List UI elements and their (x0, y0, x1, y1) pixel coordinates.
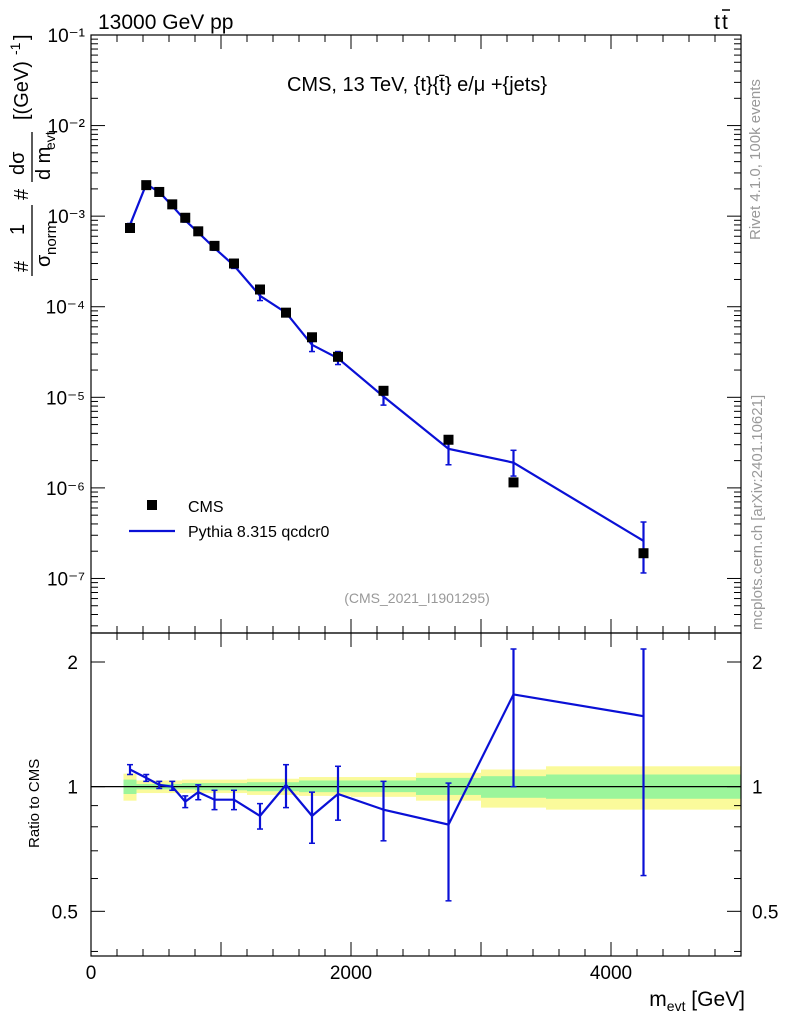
x-axis-label: mevt [GeV] (649, 988, 745, 1014)
x-axis-label-main: m (649, 988, 667, 1011)
data-point (443, 434, 454, 445)
ratio-y-tick-label-left: 2 (67, 653, 78, 674)
main-y-tick-label: 10⁻⁶ (46, 479, 85, 500)
main-y-axis-label: # 1 σ norm # dσ d m evt [(GeV) -1 ] (7, 34, 60, 276)
x-tick-label: 0 (86, 963, 97, 984)
data-point (333, 351, 343, 362)
ylabel-evt: evt (42, 131, 58, 150)
ratio-frame (90, 632, 742, 957)
ratio-y-tick-label-left: 0.5 (52, 902, 78, 923)
ylabel-hash2: # (11, 188, 33, 200)
legend: CMS Pythia 8.315 qcdcr0 (129, 499, 330, 541)
ratio-line (129, 693, 644, 826)
data-point (307, 332, 317, 343)
ratio-y-tick-label-right: 1 (752, 778, 763, 799)
ylabel-hash1: # (11, 260, 33, 272)
x-axis-label-unit: [GeV] (685, 988, 745, 1011)
ratio-x-ticks (90, 633, 742, 956)
data-point (378, 385, 389, 396)
main-y-tick-label: 10⁻² (48, 117, 86, 138)
x-axis-label-sub: evt (667, 998, 686, 1014)
data-point (638, 548, 649, 559)
side-site-label: mcplots.cern.ch [arXiv:2401.10621] (749, 395, 766, 630)
ratio-y-tick-label-left: 1 (67, 778, 78, 799)
ylabel-exp: -1 (7, 42, 23, 55)
process-label: t t (714, 9, 730, 34)
chart-title: CMS, 13 TeV, {t}{t̄} e/μ +{jets} (287, 74, 547, 96)
x-tick-label: 4000 (590, 963, 632, 984)
main-panel: 10⁻⁷ 10⁻⁶ 10⁻⁵ 10⁻⁴ 10⁻³ 10⁻² 10⁻¹ CMS, 13 TeV… (7, 26, 742, 634)
data-point (255, 284, 265, 295)
ratio-y-axis-label: Ratio to CMS (26, 759, 43, 848)
process-tbar: t (722, 11, 728, 34)
ylabel-norm: norm (43, 221, 60, 255)
main-y-tick-label: 10⁻⁵ (46, 388, 85, 409)
data-point (125, 223, 135, 234)
ratio-panel: 0.5 0.5 1 1 2 2 0 2000 4000 Ratio to CMS mevt [… (26, 632, 779, 1014)
data-point (154, 186, 165, 197)
ylabel-dsigma: dσ (7, 151, 29, 175)
ylabel-unit: [(GeV) (11, 61, 33, 120)
data-series (125, 180, 649, 559)
data-point (141, 180, 152, 191)
ylabel-sigma: σ (33, 254, 55, 267)
ratio-y-tick-label-right: 2 (752, 653, 763, 674)
main-y-tick-label: 10⁻³ (48, 207, 86, 228)
watermark: (CMS_2021_I1901295) (344, 590, 490, 606)
ratio-y-tick-labels: 0.5 0.5 1 1 2 2 (52, 653, 779, 923)
data-point (229, 258, 239, 269)
ylabel-dm: d m (33, 147, 55, 180)
x-tick-labels: 0 2000 4000 (86, 963, 632, 984)
side-rivet-label: Rivet 4.1.0, 100k events (747, 79, 764, 240)
uncertainty-bands (123, 766, 741, 810)
x-tick-label: 2000 (330, 963, 372, 984)
process-t: t (714, 11, 720, 34)
legend-label-cms: CMS (188, 499, 224, 516)
data-point (209, 240, 220, 251)
data-point (508, 477, 519, 488)
main-y-tick-label: 10⁻⁷ (47, 569, 85, 590)
legend-marker-cms (147, 500, 157, 510)
data-point (193, 226, 204, 237)
data-point (281, 307, 291, 318)
ylabel-one: 1 (7, 224, 29, 235)
data-point (167, 199, 178, 210)
legend-label-pythia: Pythia 8.315 qcdcr0 (188, 524, 330, 541)
main-y-tick-label: 10⁻¹ (48, 26, 86, 47)
main-y-tick-label: 10⁻⁴ (46, 298, 85, 319)
mc-line (128, 182, 645, 542)
main-y-ticks (91, 34, 741, 627)
ylabel-close: ] (11, 34, 33, 40)
ratio-y-ticks (91, 661, 741, 952)
data-point (180, 212, 191, 223)
ratio-mc-series (127, 648, 647, 902)
ratio-y-tick-label-right: 0.5 (752, 902, 778, 923)
beam-label: 13000 GeV pp (98, 11, 233, 34)
main-x-ticks (90, 35, 742, 633)
main-y-tick-labels: 10⁻⁷ 10⁻⁶ 10⁻⁵ 10⁻⁴ 10⁻³ 10⁻² 10⁻¹ (46, 26, 85, 590)
